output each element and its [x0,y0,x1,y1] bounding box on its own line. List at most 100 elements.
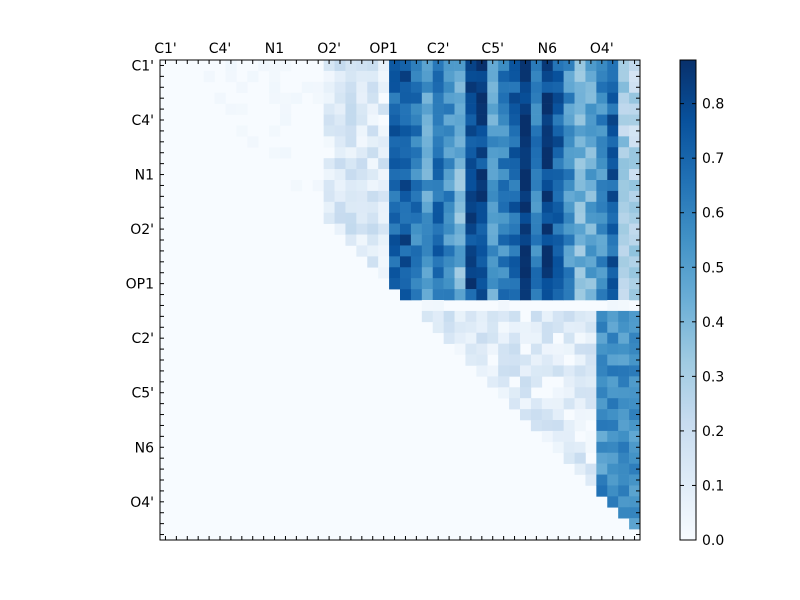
heatmap-cell [345,201,357,214]
y-tick-label: C1' [131,59,154,75]
heatmap-cell [400,201,412,214]
heatmap-cell [432,103,444,115]
heatmap-cell [225,103,237,115]
colorbar-tick-label: 0.4 [702,315,724,331]
heatmap-cell [378,256,390,268]
heatmap-cell [345,92,357,104]
heatmap-cell [345,158,357,170]
heatmap-cell [607,278,619,290]
heatmap-cell [323,158,335,170]
heatmap-cell [476,278,488,290]
x-tick-label: N1 [265,41,284,57]
heatmap-cell [367,169,379,181]
heatmap-cell [476,158,488,170]
heatmap-cell [432,70,444,83]
heatmap-cell [520,60,532,72]
heatmap-cell [465,267,477,279]
heatmap-cell [421,81,434,94]
heatmap-cell [367,223,379,235]
heatmap-cell [432,158,444,170]
heatmap-cell [509,81,521,94]
heatmap-cell [596,70,608,83]
heatmap-cell [563,158,575,170]
heatmap-cell [465,70,477,83]
heatmap-cell [596,310,608,323]
heatmap-cell [509,114,521,126]
colorbar-tick-label: 0.5 [702,260,724,276]
heatmap-cell [367,180,379,192]
heatmap-cell [454,256,466,268]
heatmap-cell [487,60,499,72]
heatmap-cell [367,136,379,148]
heatmap-cell [541,190,554,203]
heatmap-cell [225,70,237,83]
heatmap-cell [432,223,444,235]
heatmap-cell [356,136,368,148]
heatmap-cell [236,125,248,137]
heatmap-cell [509,201,521,214]
heatmap-cell [258,60,270,72]
heatmap-cell [563,321,575,334]
heatmap-cell [585,387,597,399]
heatmap-cell [574,332,586,344]
heatmap-cell [530,147,543,159]
y-tick-label: OP1 [126,277,154,293]
heatmap-cell [334,81,346,94]
heatmap-cell [323,70,335,83]
heatmap-cell [367,125,379,137]
heatmap-cell [541,430,554,443]
heatmap-cell [585,332,597,344]
heatmap-cell [498,125,510,137]
heatmap-cell [563,60,575,72]
heatmap-cell [356,234,368,246]
heatmap-cell [367,201,379,214]
heatmap-cell [367,81,379,94]
heatmap-cell [563,430,575,443]
heatmap-cell [410,147,423,159]
heatmap-cell [367,245,379,257]
heatmap-cell [487,114,499,126]
heatmap-cell [618,289,630,301]
heatmap-cell [552,190,564,203]
heatmap-cell [585,398,597,410]
heatmap-cell [563,420,575,432]
heatmap-cell [629,332,641,344]
heatmap-cell [498,103,510,115]
heatmap-cell [454,321,466,334]
heatmap-cell [618,114,630,126]
heatmap-cell [607,103,619,115]
heatmap-cell [345,190,357,203]
heatmap-cell [552,354,564,366]
heatmap-cell [629,158,641,170]
heatmap-cell [509,256,521,268]
heatmap-cell [454,278,466,290]
heatmap-cell [574,398,586,410]
heatmap-cell [574,223,586,235]
heatmap-cell [454,343,466,355]
heatmap-cell [629,92,641,104]
heatmap-cell [476,267,488,279]
heatmap-cell [552,147,564,159]
heatmap-cell [487,245,499,257]
heatmap-cell [443,125,455,137]
heatmap-cell [465,136,477,148]
heatmap-cell [585,92,597,104]
heatmap-cell [563,180,575,192]
heatmap-cell [596,365,608,377]
heatmap-cell [574,365,586,377]
heatmap-cell [487,223,499,235]
heatmap-cell [585,343,597,355]
heatmap-cell [443,60,455,72]
x-tick-label: C1' [154,41,177,57]
heatmap-cell [389,92,401,104]
heatmap-cell [378,212,390,224]
heatmap-cell [520,365,532,377]
heatmap-cell [421,60,434,72]
heatmap-cell [280,60,292,72]
heatmap-cell [530,60,543,72]
heatmap-cell [367,70,379,83]
heatmap-cell [585,212,597,224]
heatmap-cell [465,201,477,214]
heatmap-cell [509,278,521,290]
heatmap-cell [574,125,586,137]
